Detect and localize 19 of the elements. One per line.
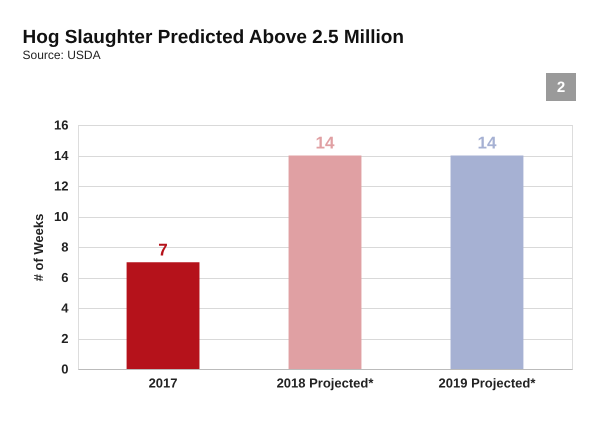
y-tick-label: 0 — [61, 362, 68, 376]
y-tick-label: 8 — [61, 240, 68, 254]
x-tick-label: 2018 Projected* — [276, 376, 374, 390]
data-label: 14 — [316, 134, 335, 152]
x-tick-label: 2019 Projected* — [438, 376, 536, 390]
y-tick-label: 12 — [54, 178, 68, 194]
y-tick-label: 14 — [54, 148, 70, 163]
x-tick-label: 2017 — [148, 376, 178, 390]
y-tick-label: 10 — [54, 209, 68, 224]
y-tick-label: 6 — [61, 270, 68, 285]
data-label: 14 — [478, 134, 497, 152]
y-tick-label: 16 — [54, 118, 68, 132]
text: 2 — [556, 79, 566, 96]
y-tick-label: 4 — [61, 300, 70, 316]
y-tick-label: 2 — [61, 331, 68, 346]
y-axis-title: # of Weeks — [31, 214, 46, 282]
data-label: 7 — [158, 240, 168, 260]
chart-title: Hog Slaughter Predicted Above 2.5 Million — [22, 27, 404, 48]
chart-subtitle: Source: USDA — [22, 48, 101, 62]
